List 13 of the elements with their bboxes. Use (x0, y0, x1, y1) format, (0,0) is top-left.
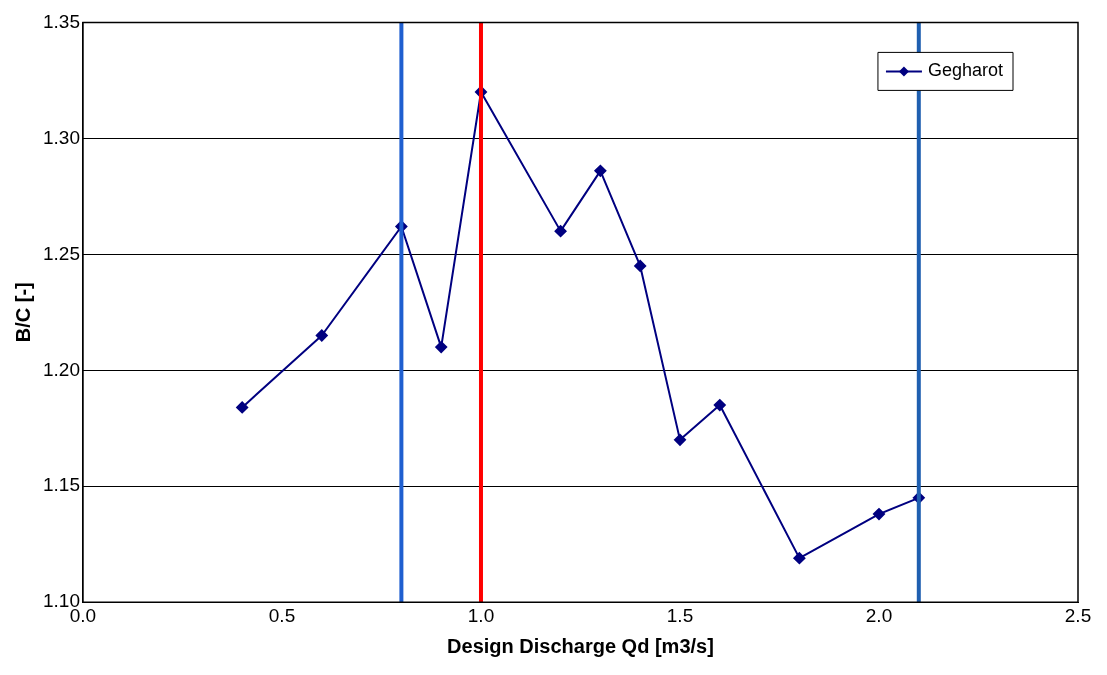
x-axis-title: Design Discharge Qd [m3/s] (447, 634, 714, 657)
y-tick-label: 1.25 (43, 242, 80, 264)
x-tick-label: 2.0 (865, 604, 893, 626)
x-tick-label: 1.5 (666, 604, 694, 626)
y-tick-label: 1.30 (43, 126, 80, 148)
legend-label: Gegharot (927, 60, 1004, 81)
x-tick-label: 1.0 (467, 604, 495, 626)
y-tick-label: 1.20 (43, 358, 80, 380)
y-tick-label: 1.35 (43, 10, 80, 32)
y-tick-label: 1.15 (43, 474, 80, 496)
x-tick-label: 2.5 (1064, 604, 1092, 626)
y-axis-title: B/C [-] (11, 282, 34, 343)
x-tick-label: 0.5 (268, 604, 296, 626)
